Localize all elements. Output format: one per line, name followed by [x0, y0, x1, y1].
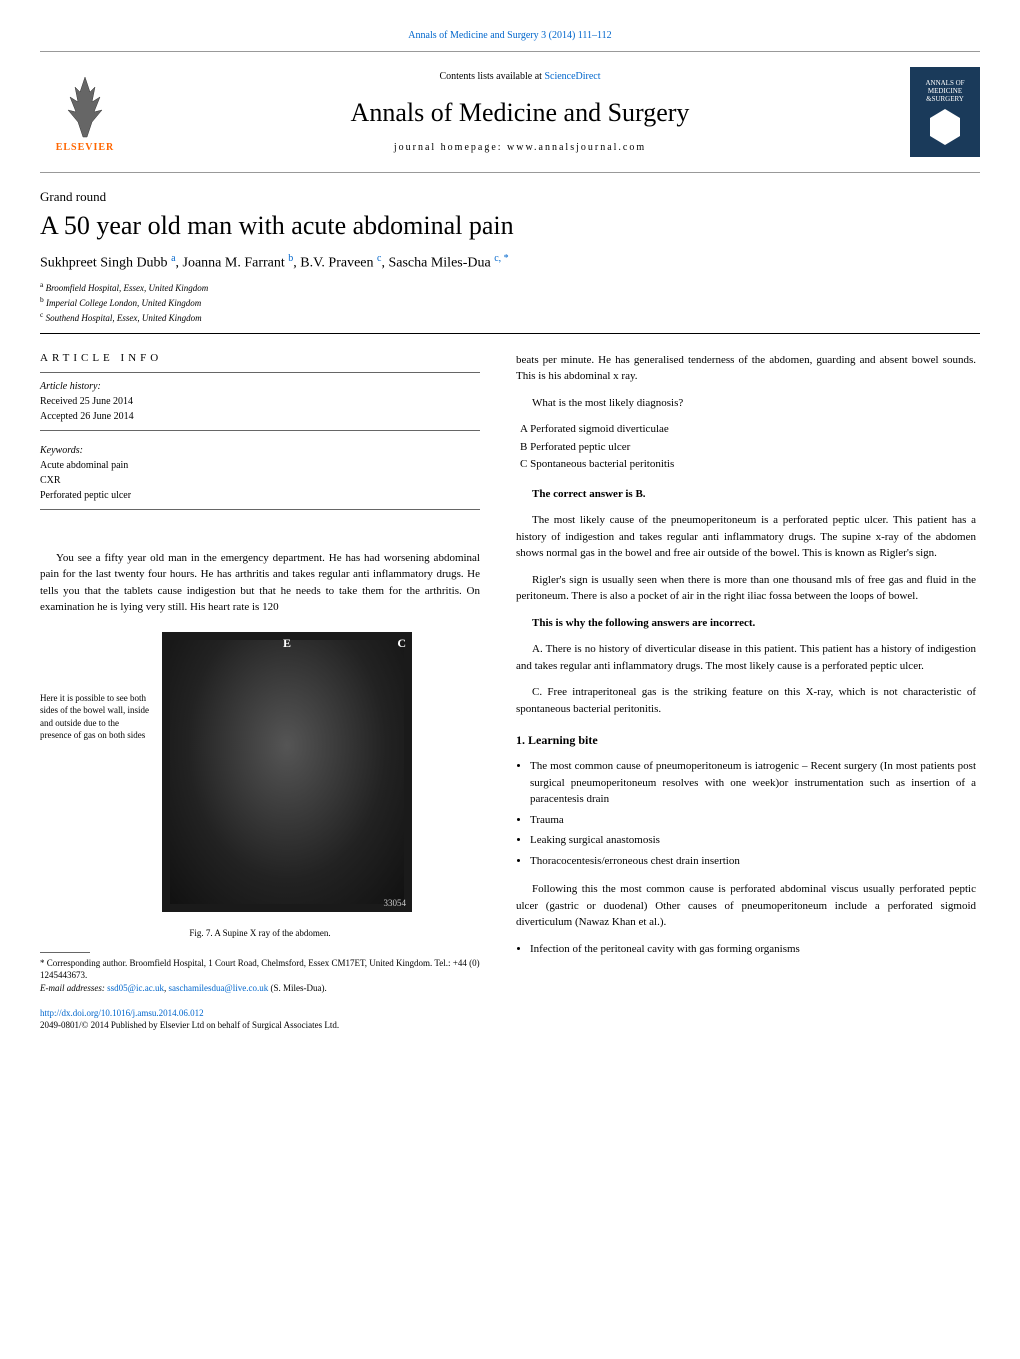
incorrect-a: A. There is no history of diverticular d…: [516, 641, 976, 674]
sciencedirect-link[interactable]: ScienceDirect: [544, 71, 600, 82]
doi-line: http://dx.doi.org/10.1016/j.amsu.2014.06…: [40, 1008, 480, 1018]
journal-title: Annals of Medicine and Surgery: [130, 98, 910, 128]
incorrect-heading: This is why the following answers are in…: [516, 615, 976, 632]
journal-badge: ANNALS OF MEDICINE &SURGERY: [910, 67, 980, 157]
separator: [40, 333, 980, 334]
author-2-sup: b: [288, 253, 293, 264]
body-para-1: You see a fifty year old man in the emer…: [40, 550, 480, 616]
corresponding-author: * Corresponding author. Broomfield Hospi…: [40, 957, 480, 982]
bullet-5: Infection of the peritoneal cavity with …: [530, 941, 976, 958]
option-c: C Spontaneous bacterial peritonitis: [520, 456, 976, 474]
keywords-label: Keywords:: [40, 443, 480, 458]
affiliation-c: c Southend Hospital, Essex, United Kingd…: [40, 310, 980, 323]
article-type: Grand round: [40, 189, 980, 205]
figure-block: Here it is possible to see both sides of…: [40, 632, 480, 912]
author-2: Joanna M. Farrant: [183, 256, 285, 271]
received-date: Received 25 June 2014: [40, 394, 480, 409]
incorrect-c: C. Free intraperitoneal gas is the strik…: [516, 684, 976, 717]
xray-label-e: E: [283, 636, 291, 651]
doi-link[interactable]: http://dx.doi.org/10.1016/j.amsu.2014.06…: [40, 1008, 204, 1018]
learning-bullets-2: Infection of the peritoneal cavity with …: [530, 941, 976, 958]
author-4: Sascha Miles-Dua: [388, 256, 490, 271]
keyword-2: CXR: [40, 473, 480, 488]
elsevier-tree-icon: [50, 72, 120, 142]
following-para: Following this the most common cause is …: [516, 881, 976, 931]
author-4-sup: c, *: [494, 253, 508, 264]
affiliation-a: a Broomfield Hospital, Essex, United Kin…: [40, 280, 980, 293]
article-title: A 50 year old man with acute abdominal p…: [40, 211, 980, 241]
bullet-3: Leaking surgical anastomosis: [530, 832, 976, 849]
journal-header: ELSEVIER Contents lists available at Sci…: [40, 51, 980, 173]
contents-prefix: Contents lists available at: [439, 71, 544, 82]
badge-text-2: MEDICINE: [928, 87, 962, 95]
author-1: Sukhpreet Singh Dubb: [40, 256, 168, 271]
author-1-sup: a: [171, 253, 175, 264]
figure-side-caption: Here it is possible to see both sides of…: [40, 632, 150, 742]
authors-list: Sukhpreet Singh Dubb a, Joanna M. Farran…: [40, 253, 980, 272]
journal-homepage[interactable]: journal homepage: www.annalsjournal.com: [130, 142, 910, 153]
journal-citation[interactable]: Annals of Medicine and Surgery 3 (2014) …: [40, 30, 980, 41]
publisher-logo: ELSEVIER: [40, 62, 130, 162]
right-column: beats per minute. He has generalised ten…: [516, 352, 976, 1031]
xray-label-num: 33054: [384, 898, 407, 908]
option-b: B Perforated peptic ulcer: [520, 439, 976, 457]
answer-para-2: Rigler's sign is usually seen when there…: [516, 572, 976, 605]
email-label: E-mail addresses:: [40, 983, 107, 993]
footnote-separator: [40, 952, 90, 953]
two-column-layout: ARTICLE INFO Article history: Received 2…: [40, 352, 980, 1031]
badge-shield-icon: [930, 109, 960, 145]
answer-para-1: The most likely cause of the pneumoperit…: [516, 512, 976, 562]
bullet-1: The most common cause of pneumoperitoneu…: [530, 758, 976, 808]
bullet-4: Thoracocentesis/erroneous chest drain in…: [530, 853, 976, 870]
info-separator-bottom: [40, 509, 480, 510]
answer-options: A Perforated sigmoid diverticulae B Perf…: [520, 421, 976, 474]
xray-figure: E C 33054: [162, 632, 412, 912]
keywords-block: Keywords: Acute abdominal pain CXR Perfo…: [40, 443, 480, 503]
right-para-1: beats per minute. He has generalised ten…: [516, 352, 976, 385]
publisher-name: ELSEVIER: [56, 142, 115, 153]
article-info-heading: ARTICLE INFO: [40, 352, 480, 364]
author-3-sup: c: [377, 253, 381, 264]
keyword-1: Acute abdominal pain: [40, 458, 480, 473]
info-separator-top: [40, 372, 480, 373]
left-column: ARTICLE INFO Article history: Received 2…: [40, 352, 480, 1031]
info-separator-mid: [40, 430, 480, 431]
learning-bullets-1: The most common cause of pneumoperitoneu…: [530, 758, 976, 869]
option-a: A Perforated sigmoid diverticulae: [520, 421, 976, 439]
xray-label-c: C: [397, 636, 406, 651]
email-link-2[interactable]: saschamilesdua@live.co.uk: [168, 983, 268, 993]
accepted-date: Accepted 26 June 2014: [40, 409, 480, 424]
article-history: Article history: Received 25 June 2014 A…: [40, 379, 480, 424]
badge-text-1: ANNALS OF: [925, 79, 964, 87]
learning-bite-heading: 1. Learning bite: [516, 733, 976, 748]
question: What is the most likely diagnosis?: [516, 395, 976, 412]
correct-answer-heading: The correct answer is B.: [516, 486, 976, 503]
email-link-1[interactable]: ssd05@ic.ac.uk: [107, 983, 164, 993]
copyright-line: 2049-0801/© 2014 Published by Elsevier L…: [40, 1020, 480, 1030]
contents-line: Contents lists available at ScienceDirec…: [130, 71, 910, 82]
email-line: E-mail addresses: ssd05@ic.ac.uk, sascha…: [40, 982, 480, 995]
history-label: Article history:: [40, 379, 480, 394]
author-3: B.V. Praveen: [300, 256, 373, 271]
badge-text-3: &SURGERY: [926, 95, 964, 103]
figure-caption: Fig. 7. A Supine X ray of the abdomen.: [40, 928, 480, 938]
keyword-3: Perforated peptic ulcer: [40, 488, 480, 503]
journal-center: Contents lists available at ScienceDirec…: [130, 71, 910, 153]
xray-image-content: [170, 640, 404, 904]
bullet-2: Trauma: [530, 812, 976, 829]
affiliation-b: b Imperial College London, United Kingdo…: [40, 295, 980, 308]
email-suffix: (S. Miles-Dua).: [268, 983, 327, 993]
